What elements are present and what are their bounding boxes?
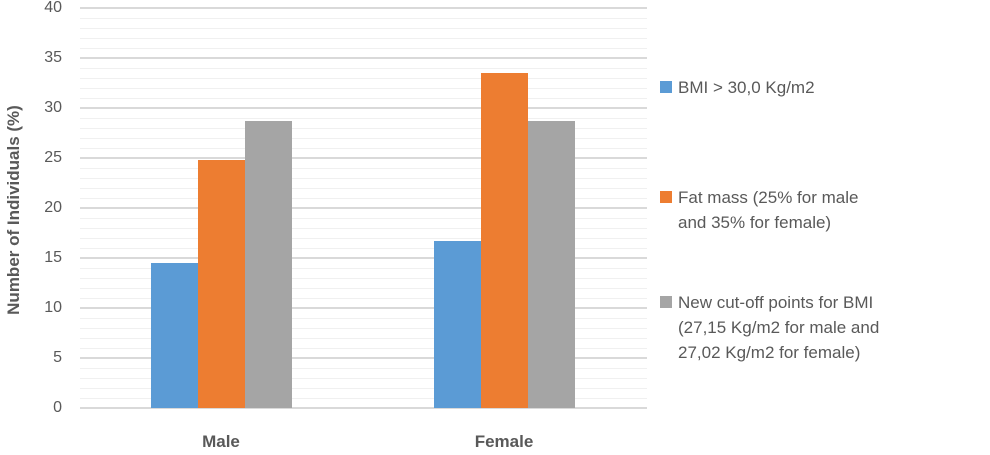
gridline-minor: [80, 318, 647, 319]
gridline-minor: [80, 68, 647, 69]
y-tick-label: 10: [44, 299, 62, 316]
gridline-minor: [80, 28, 647, 29]
gridline-major: [80, 357, 647, 359]
gridline-minor: [80, 188, 647, 189]
gridline-minor: [80, 78, 647, 79]
gridline-major: [80, 307, 647, 309]
legend-label: (27,15 Kg/m2 for male and: [678, 318, 880, 337]
gridline-minor: [80, 148, 647, 149]
gridline-minor: [80, 128, 647, 129]
x-category-label: Female: [474, 432, 534, 451]
y-tick-label: 0: [53, 399, 62, 416]
gridline-minor: [80, 228, 647, 229]
legend-item: BMI > 30,0 Kg/m2: [660, 75, 988, 100]
bar-female-series-2: [480, 73, 528, 408]
legend-item: Fat mass (25% for male and 35% for female…: [660, 185, 988, 235]
y-axis-title: Number of Individuals (%): [4, 105, 23, 315]
legend-label: BMI > 30,0 Kg/m2: [678, 78, 815, 97]
gridline-minor: [80, 38, 647, 39]
y-tick-label: 5: [53, 349, 62, 366]
gridline-minor: [80, 398, 647, 399]
gridline-minor: [80, 88, 647, 89]
gridline-minor: [80, 268, 647, 269]
gridline-major: [80, 207, 647, 209]
gridline-major: [80, 407, 647, 409]
legend-swatch-icon: [660, 296, 672, 308]
gridline-minor: [80, 338, 647, 339]
y-tick-label: 35: [44, 49, 62, 66]
gridline-minor: [80, 218, 647, 219]
gridline-minor: [80, 388, 647, 389]
gridline-minor: [80, 18, 647, 19]
bar-female-series-1: [433, 241, 481, 408]
bar-male-series-3: [244, 121, 292, 408]
gridline-minor: [80, 178, 647, 179]
bar-male-series-2: [197, 160, 245, 408]
gridline-minor: [80, 348, 647, 349]
gridline-minor: [80, 288, 647, 289]
y-tick-label: 40: [44, 0, 62, 16]
y-tick-label: 25: [44, 149, 62, 166]
bar-female-series-3: [527, 121, 575, 408]
legend-swatch-icon: [660, 191, 672, 203]
gridline-major: [80, 157, 647, 159]
legend-item: New cut-off points for BMI (27,15 Kg/m2 f…: [660, 290, 988, 365]
gridline-minor: [80, 168, 647, 169]
gridline-minor: [80, 378, 647, 379]
legend-swatch-icon: [660, 81, 672, 93]
y-tick-label: 20: [44, 199, 62, 216]
gridline-major: [80, 107, 647, 109]
gridline-major: [80, 257, 647, 259]
legend-label: 27,02 Kg/m2 for female): [678, 343, 861, 362]
gridline-minor: [80, 238, 647, 239]
gridline-major: [80, 7, 647, 9]
x-category-label: Male: [202, 432, 240, 451]
gridline-minor: [80, 48, 647, 49]
gridline-minor: [80, 298, 647, 299]
gridline-minor: [80, 118, 647, 119]
gridline-minor: [80, 138, 647, 139]
gridline-minor: [80, 248, 647, 249]
gridline-major: [80, 57, 647, 59]
gridline-minor: [80, 198, 647, 199]
legend-label: Fat mass (25% for male: [678, 188, 859, 207]
legend-label: New cut-off points for BMI: [678, 293, 874, 312]
bar-male-series-1: [150, 263, 198, 408]
gridline-minor: [80, 278, 647, 279]
y-tick-label: 15: [44, 249, 62, 266]
y-tick-label: 30: [44, 99, 62, 116]
gridline-minor: [80, 328, 647, 329]
legend-label: and 35% for female): [678, 213, 832, 232]
gridline-minor: [80, 98, 647, 99]
gridline-minor: [80, 368, 647, 369]
